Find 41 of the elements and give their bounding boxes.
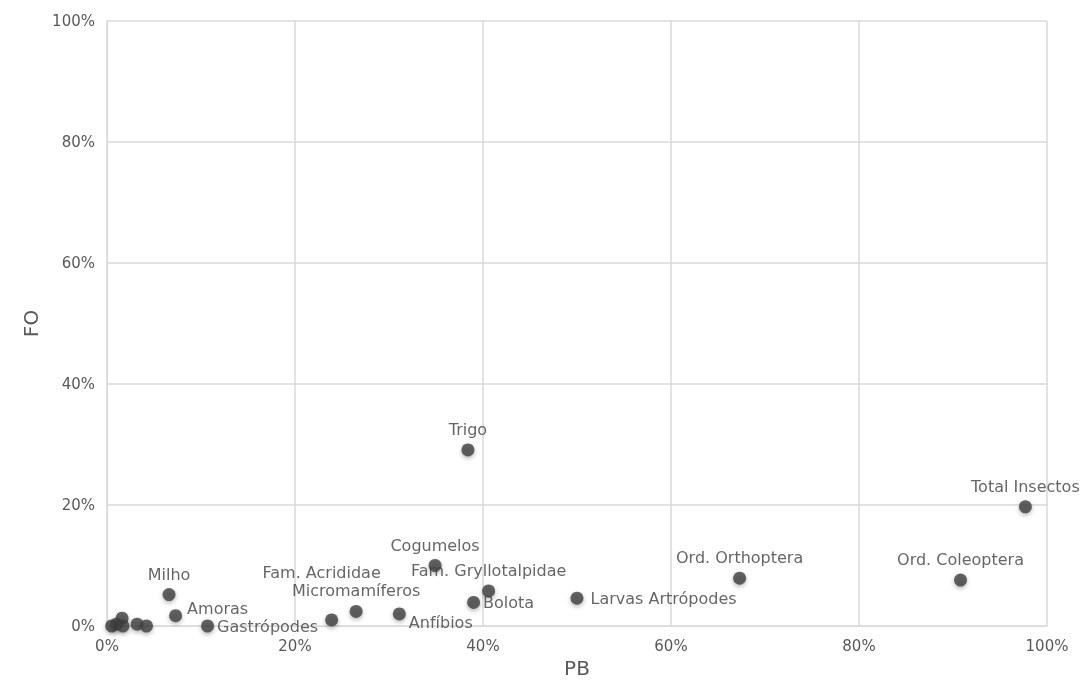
x-tick-label: 80% [842, 636, 876, 655]
annotation: Trigo [447, 419, 488, 439]
annotation: Anfíbios [408, 613, 473, 633]
point [461, 443, 475, 457]
point [954, 573, 968, 587]
point [349, 604, 363, 618]
y-tick-label: 40% [61, 375, 95, 393]
x-tick-label: 0% [95, 636, 119, 655]
y-tick-label: 60% [61, 254, 95, 272]
annotation: Larvas Artrópodes [590, 588, 737, 608]
point [169, 609, 183, 623]
point [467, 595, 481, 609]
point [325, 613, 339, 627]
annotation: Fam. Acrididae [262, 562, 381, 582]
point [162, 588, 176, 602]
point [733, 571, 747, 585]
y-tick-label: 100% [52, 12, 95, 30]
x-tick-label: 20% [278, 636, 312, 655]
y-axis-title: FO [19, 309, 44, 338]
x-tick-label: 100% [1025, 636, 1069, 655]
y-tick-label: 80% [61, 133, 95, 151]
annotation: Cogumelos [390, 535, 480, 555]
point [1018, 500, 1032, 514]
point [201, 619, 215, 633]
point [139, 619, 153, 633]
x-tick-label: 60% [654, 636, 688, 655]
y-tick-label: 0% [71, 617, 95, 635]
x-tick-label: 40% [466, 636, 500, 655]
x-axis-title: PB [564, 656, 590, 680]
y-tick-label: 20% [61, 496, 95, 514]
annotation: Bolota [483, 592, 535, 612]
point [392, 607, 406, 621]
annotation: Milho [147, 564, 191, 584]
annotation: Total Insectos [970, 476, 1080, 496]
annotation: Micromamíferos [291, 581, 421, 601]
annotation: Ord. Orthoptera [675, 548, 804, 568]
annotation: Ord. Coleoptera [897, 550, 1024, 570]
annotation: Amoras [187, 599, 249, 619]
point [116, 619, 130, 633]
point [570, 591, 584, 605]
annotation: Gastrópodes [217, 616, 319, 636]
